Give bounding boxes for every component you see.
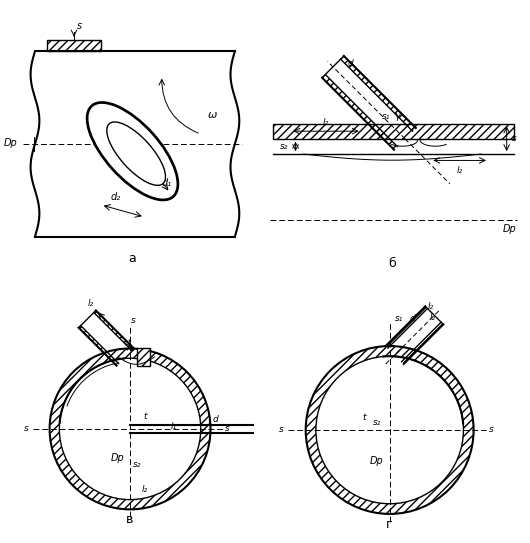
Text: а: а: [129, 252, 136, 265]
Text: s₁: s₁: [382, 112, 390, 121]
Ellipse shape: [107, 122, 165, 185]
Text: Dр: Dр: [4, 138, 18, 148]
Text: d: d: [213, 415, 218, 424]
Text: г: г: [386, 517, 393, 531]
Text: d: d: [410, 313, 416, 323]
Bar: [272, 124, 514, 139]
Text: ω: ω: [208, 110, 217, 119]
Text: l₂: l₂: [429, 313, 436, 322]
Text: Dр: Dр: [369, 456, 383, 465]
Ellipse shape: [87, 103, 178, 200]
Text: s: s: [225, 425, 230, 433]
Text: s: s: [131, 317, 136, 325]
Text: l₁: l₁: [171, 422, 177, 431]
Text: l₂: l₂: [87, 299, 93, 308]
Bar: [137, 349, 149, 365]
Text: l₂: l₂: [323, 118, 329, 128]
Text: l₂: l₂: [428, 302, 434, 311]
Text: s: s: [76, 21, 82, 31]
Text: l₂: l₂: [456, 166, 463, 174]
Text: s₂: s₂: [373, 418, 381, 427]
Text: Dр: Dр: [503, 224, 517, 234]
Text: б: б: [388, 257, 396, 270]
Text: s: s: [24, 425, 29, 433]
Text: s: s: [512, 134, 517, 143]
Text: d₂: d₂: [110, 192, 120, 203]
Text: d: d: [348, 59, 354, 68]
Text: t: t: [363, 413, 366, 422]
Text: s₁: s₁: [395, 313, 403, 323]
Bar: [272, 124, 514, 139]
Bar: [137, 349, 149, 365]
Text: t: t: [143, 412, 146, 421]
Text: в: в: [126, 513, 134, 526]
Text: Dр: Dр: [111, 453, 125, 463]
Text: l₂: l₂: [142, 484, 148, 494]
Text: s: s: [279, 426, 284, 434]
Text: s₂: s₂: [133, 460, 142, 469]
FancyBboxPatch shape: [47, 40, 101, 51]
Text: d₁: d₁: [162, 178, 172, 188]
Text: γ: γ: [394, 111, 400, 121]
Text: s₂: s₂: [279, 142, 288, 151]
Text: s: s: [489, 426, 493, 434]
